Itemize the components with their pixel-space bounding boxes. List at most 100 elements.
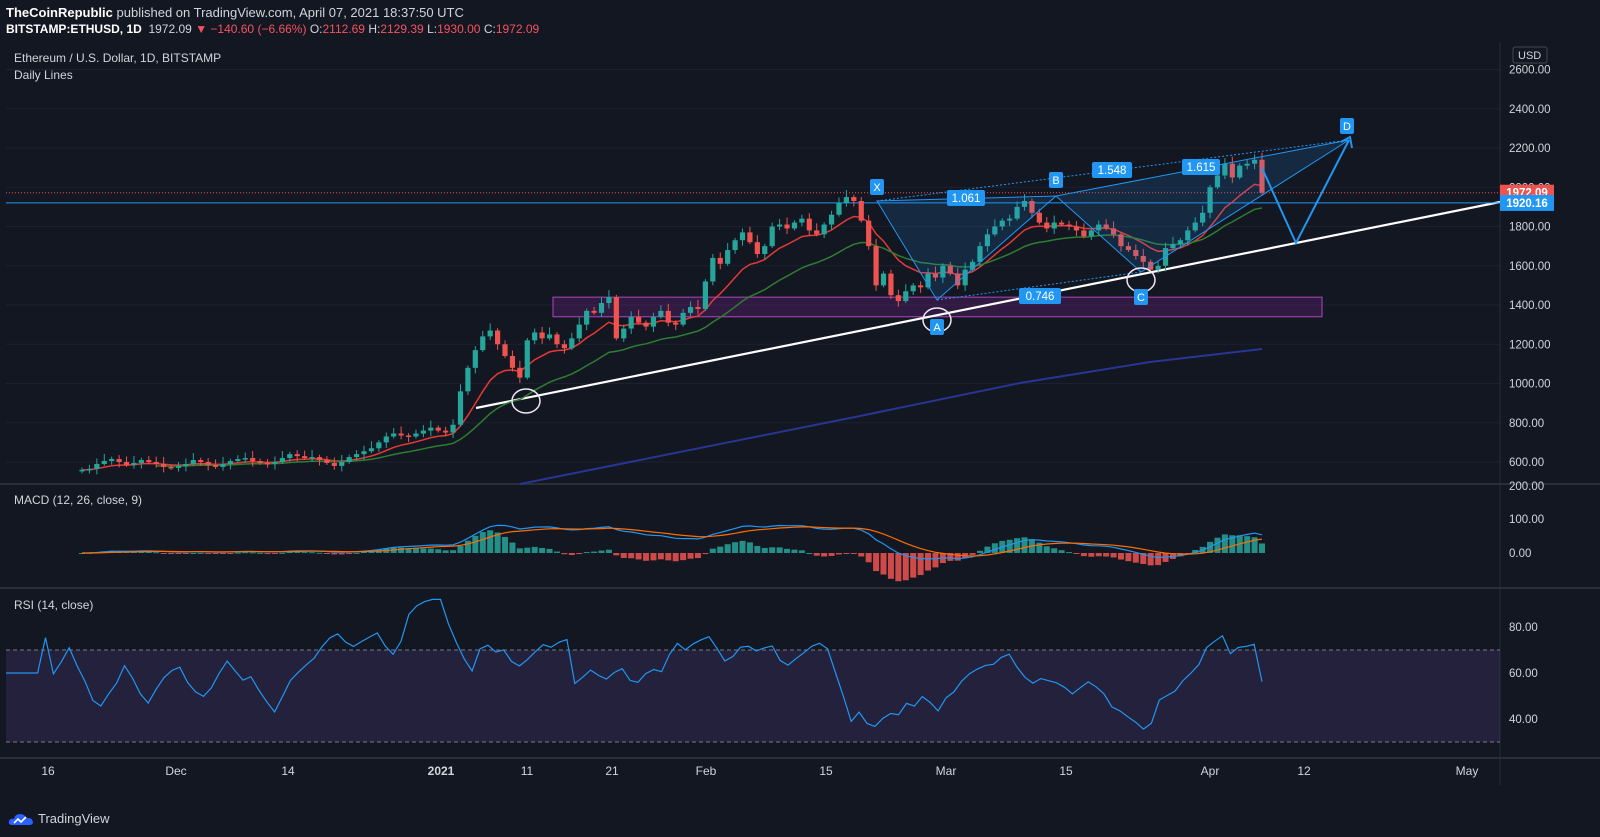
macd-histogram-bar <box>591 551 598 553</box>
macd-histogram-bar <box>613 553 620 556</box>
open-label: O: <box>309 22 323 36</box>
macd-histogram-bar <box>1140 553 1147 564</box>
macd-histogram-bar <box>976 550 983 553</box>
time-tick-label: 15 <box>1059 764 1073 778</box>
candle-body <box>554 334 560 345</box>
macd-histogram-bar <box>1259 543 1265 553</box>
point-c-label: C <box>1137 292 1145 304</box>
candle-body <box>1096 224 1102 231</box>
candle-body <box>376 442 382 449</box>
macd-histogram-bar <box>509 542 516 553</box>
candle-body <box>1229 163 1235 178</box>
macd-histogram-bar <box>264 553 271 554</box>
candle-body <box>843 197 850 203</box>
candle-body <box>821 224 827 235</box>
projection-arrowhead <box>1340 135 1353 149</box>
candle-body <box>205 462 211 465</box>
macd-histogram-bar <box>880 553 887 575</box>
macd-histogram-bar <box>271 553 278 554</box>
macd-histogram-bar <box>561 553 568 555</box>
candle-body <box>368 448 375 452</box>
macd-histogram-bar <box>487 530 494 553</box>
macd-histogram-bar <box>665 553 672 561</box>
point-x-label: X <box>873 182 881 194</box>
candle-body <box>665 310 671 323</box>
macd-histogram-bar <box>687 553 694 559</box>
macd-histogram-bar <box>301 552 308 554</box>
candle-body <box>992 226 998 235</box>
macd-histogram-bar <box>227 553 234 554</box>
support-zone <box>552 296 1323 318</box>
candle-body <box>509 356 516 368</box>
macd-histogram-bar <box>472 535 479 553</box>
fib-badge <box>1182 159 1220 175</box>
macd-histogram-bar <box>1073 553 1080 555</box>
candle-body <box>1125 246 1132 251</box>
macd-histogram-bar <box>361 551 368 553</box>
candle-body <box>621 328 627 339</box>
candle-body <box>895 295 901 302</box>
macd-histogram-bar <box>1058 550 1065 553</box>
candle-body <box>791 222 798 229</box>
candle-body <box>242 458 248 460</box>
macd-histogram-bar <box>954 553 961 561</box>
macd-histogram-bar <box>212 553 219 554</box>
candle-body <box>539 332 545 339</box>
candle-body <box>413 433 419 437</box>
candle-body <box>309 457 315 459</box>
rsi-band <box>6 650 1500 742</box>
time-tick-label: 21 <box>605 764 619 778</box>
candle-body <box>383 436 389 443</box>
rsi-tick-label: 60.00 <box>1509 668 1538 680</box>
candle-body <box>747 232 753 243</box>
low-label: L: <box>427 22 438 36</box>
candle-body <box>517 367 523 378</box>
candle-body <box>235 459 241 462</box>
macd-histogram-bar <box>553 551 560 553</box>
candle-body <box>717 257 723 264</box>
price-tick-label: 1000.00 <box>1509 379 1551 391</box>
candle-body <box>1014 206 1020 219</box>
macd-histogram-bar <box>568 553 575 556</box>
candle-body <box>910 285 916 292</box>
macd-histogram-bar <box>806 552 813 554</box>
point-b-label: B <box>1052 175 1059 187</box>
time-tick-label: Mar <box>936 764 957 778</box>
macd-histogram-bar <box>234 552 241 554</box>
macd-histogram-bar <box>813 553 820 556</box>
tradingview-logo[interactable]: TradingView <box>8 811 110 826</box>
macd-histogram-bar <box>1117 553 1124 560</box>
footer: TradingView <box>0 800 1600 837</box>
candle-body <box>1192 222 1198 231</box>
candle-body <box>346 457 352 462</box>
candle-body <box>183 463 189 466</box>
macd-histogram-bar <box>947 553 954 561</box>
macd-histogram-bar <box>1147 553 1154 566</box>
macd-histogram-bar <box>1125 553 1132 562</box>
macd-histogram-bar <box>791 549 798 553</box>
candle-body <box>999 220 1005 227</box>
candle-body <box>465 367 471 392</box>
macd-histogram-bar <box>576 553 583 555</box>
fib-badge <box>1092 162 1132 178</box>
publisher-name[interactable]: TheCoinRepublic <box>6 5 113 20</box>
macd-histogram-bar <box>516 548 523 553</box>
macd-histogram-bar <box>405 548 412 553</box>
candle-body <box>316 457 323 461</box>
candle-body <box>739 232 746 241</box>
macd-histogram-bar <box>286 552 293 554</box>
candle-body <box>851 197 857 201</box>
candle-body <box>628 316 634 329</box>
macd-histogram-bar <box>850 553 857 554</box>
candle-body <box>576 324 582 339</box>
candle-body <box>1118 234 1124 247</box>
price-tick-label: 1400.00 <box>1509 300 1551 312</box>
price-tick-label: 2400.00 <box>1509 104 1551 116</box>
macd-histogram-bar <box>398 547 405 553</box>
candle-body <box>1155 265 1161 270</box>
macd-histogram-bar <box>917 553 924 576</box>
candle-body <box>1059 222 1065 225</box>
candle-body <box>1200 212 1206 223</box>
macd-histogram-bar <box>843 553 850 554</box>
